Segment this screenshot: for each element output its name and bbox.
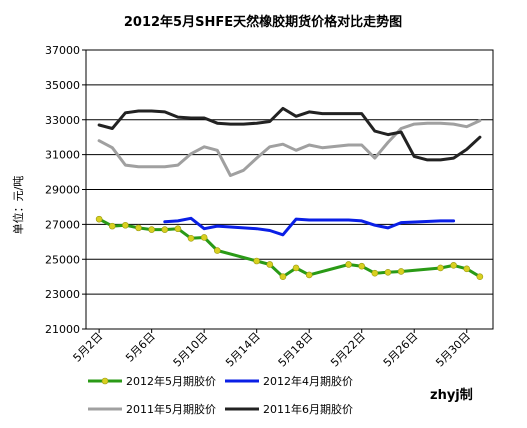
x-tick-label: 5月10日 [171,330,211,370]
data-point [450,262,457,269]
chart-title: 2012年5月SHFE天然橡胶期货价格对比走势图 [124,14,402,30]
series-line-4 [97,106,482,162]
y-tick-label: 31000 [45,149,80,162]
data-point [174,225,182,233]
y-tick-label: 35000 [45,79,80,92]
data-point [476,273,484,280]
legend: 2012年5月期胶价 2012年4月期胶价 2011年5月期胶价 2011年6月期胶价 [88,374,353,416]
data-point [279,273,287,280]
x-tick-label: 5月6日 [123,330,158,365]
data-point [95,215,103,223]
data-point [161,226,169,233]
x-tick-label: 5月22日 [328,330,368,370]
data-point [371,269,379,277]
data-point [463,265,471,273]
y-tick-label: 27000 [45,218,80,231]
legend-label: 2011年5月期胶价 [126,402,216,416]
watermark: zhyj制 [430,387,473,403]
data-point [345,261,352,268]
data-point [253,257,260,265]
data-point [135,224,142,232]
data-point [292,264,300,272]
series-layer [95,106,484,280]
series-line-2 [163,216,456,237]
x-tick-label: 5月14日 [223,330,263,370]
x-tick-label: 5月18日 [276,330,316,370]
legend-label: 2011年6月期胶价 [263,402,353,416]
legend-label: 2012年4月期胶价 [263,374,353,388]
data-point [187,235,195,242]
x-tick-label: 5月26日 [381,330,421,370]
data-point [122,221,129,229]
grid [86,84,493,295]
data-point [108,222,116,230]
legend-label: 2012年5月期胶价 [126,374,216,388]
legend-marker [101,377,109,385]
y-tick-label: 25000 [45,253,80,266]
data-point [200,234,208,241]
y-tick-label: 23000 [45,288,80,301]
x-tick-label: 5月30日 [433,330,473,370]
data-point [213,247,221,254]
y-tick-label: 37000 [45,44,80,57]
y-tick-label: 33000 [45,114,80,127]
data-point [305,271,313,279]
data-point [266,261,274,268]
data-point [358,262,366,270]
data-point [384,269,392,276]
data-point [437,264,444,272]
y-tick-label: 21000 [45,323,80,336]
y-axis-label: 单位：元/吨 [11,176,25,235]
data-point [148,226,155,233]
data-point [397,268,405,275]
series-line-3 [97,119,482,177]
y-tick-label: 29000 [45,184,80,197]
